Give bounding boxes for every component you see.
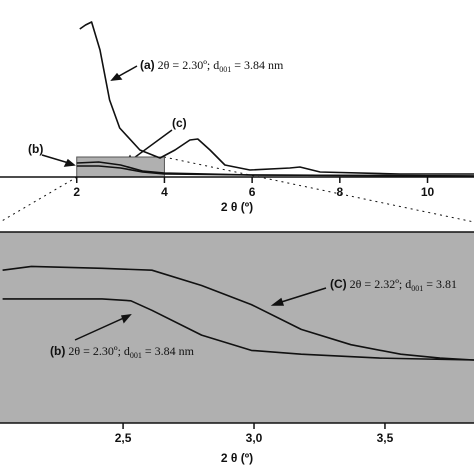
- x-tick-label: 4: [161, 185, 168, 199]
- annotation-tail: = 3.84 nm: [231, 58, 284, 72]
- annotation-tail: = 3.81: [423, 277, 457, 291]
- arrow-head: [63, 158, 76, 167]
- data-line: [79, 21, 474, 175]
- annotation: (C) 2θ = 2.32º; d001 = 3.81: [330, 277, 457, 293]
- annotation-label: (b): [50, 344, 65, 358]
- arrow: [74, 315, 129, 341]
- zoom-region: [76, 156, 165, 178]
- annotation: (b) 2θ = 2.30º; d001 = 3.84 nm: [50, 344, 195, 360]
- annotation-label: (C): [330, 277, 347, 291]
- series-label: (b): [28, 142, 43, 156]
- zoom-panel: [0, 232, 474, 423]
- arrow-head: [120, 314, 132, 324]
- x-tick-label: 6: [249, 185, 256, 199]
- data-line: [2, 265, 474, 361]
- arrow: [274, 287, 327, 305]
- annotation-sub: 001: [130, 351, 142, 360]
- annotation: (a) 2θ = 2.30º; d001 = 3.84 nm: [140, 58, 284, 74]
- x-tick-label: 10: [421, 185, 435, 199]
- x-tick-label: 2: [73, 185, 80, 199]
- annotation-tail: = 3.84 nm: [142, 344, 195, 358]
- data-line: [76, 165, 474, 177]
- annotation-sub: 001: [219, 65, 231, 74]
- arrow-head: [110, 72, 123, 81]
- annotation-text: 2θ = 2.32º; d: [347, 277, 412, 291]
- data-line: [2, 298, 474, 361]
- series-label: (c): [172, 116, 187, 130]
- x-axis-label: 2 θ (º): [221, 451, 253, 465]
- x-tick-label: 2,5: [115, 431, 132, 445]
- x-tick-label: 3,5: [377, 431, 394, 445]
- annotation-sub: 001: [411, 284, 423, 293]
- x-tick-label: 3,0: [246, 431, 263, 445]
- zoom-guide: [0, 176, 78, 223]
- x-tick-label: 8: [336, 185, 343, 199]
- x-axis-label: 2 θ (º): [221, 200, 253, 214]
- annotation-text: 2θ = 2.30º; d: [65, 344, 130, 358]
- arrow-head: [270, 297, 285, 306]
- annotation-label: (a): [140, 58, 155, 72]
- annotation-text: 2θ = 2.30º; d: [155, 58, 220, 72]
